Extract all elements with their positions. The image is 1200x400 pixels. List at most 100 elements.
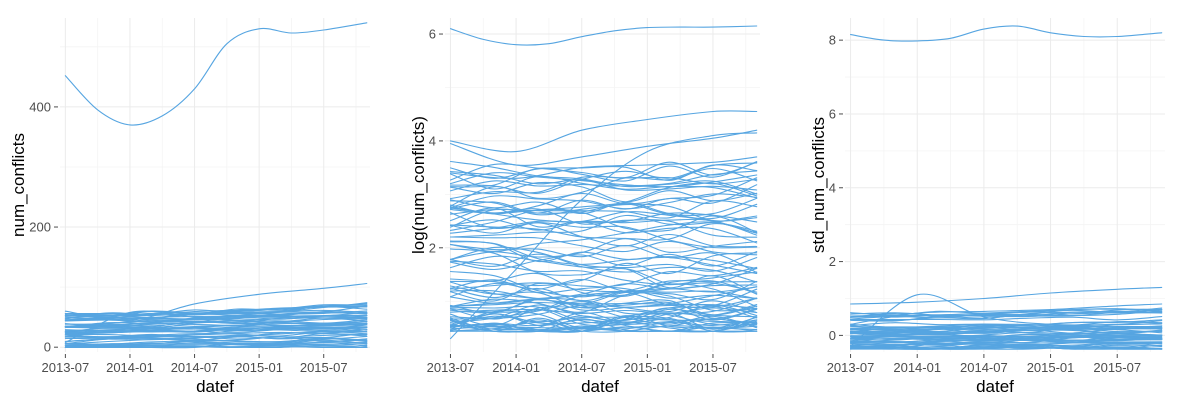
series-line (449, 322, 758, 333)
series-line (449, 197, 758, 228)
x-axis-title-panel-2: datef (581, 377, 619, 396)
panel-num-conflicts: 2013-07 2014-01 2014-07 2015-01 2015-07 0 200 4… (9, 18, 370, 396)
series-line (850, 25, 1163, 42)
series-line (850, 338, 1163, 342)
y-tick-label: 4 (429, 133, 436, 148)
x-tick-label: 2014-07 (558, 360, 606, 375)
series-line (449, 318, 758, 332)
x-axis-title-panel-3: datef (976, 377, 1014, 396)
series-line (850, 325, 1163, 333)
lines-panel-1 (64, 22, 368, 349)
series-line (449, 286, 758, 314)
series-line (64, 317, 368, 328)
series-line (449, 156, 758, 179)
lines-panel-2 (449, 25, 758, 340)
series-line (64, 311, 368, 328)
y-axis-title-panel-2: log(num_conflicts) (409, 116, 428, 254)
x-tick-label: 2015-07 (689, 360, 737, 375)
series-line (850, 293, 1163, 348)
y-axis-title-panel-1: num_conflicts (9, 133, 28, 237)
series-line (449, 307, 758, 325)
y-axis-title-panel-3: std_num_conflicts (809, 117, 828, 253)
series-line (449, 218, 758, 236)
series-line (449, 246, 758, 272)
series-line (64, 302, 368, 328)
x-tick-label: 2014-01 (106, 360, 154, 375)
x-tick-label: 2014-01 (893, 360, 941, 375)
series-line (850, 333, 1163, 340)
series-line (449, 267, 758, 298)
y-tick-label: 0 (44, 340, 51, 355)
series-line (449, 170, 758, 192)
series-line (64, 310, 368, 343)
x-tick-label: 2015-07 (300, 360, 348, 375)
series-line (850, 316, 1163, 321)
panel-log-num-conflicts: 2013-07 2014-01 2014-07 2015-01 2015-07 2 4 6 d… (409, 18, 760, 396)
series-line (449, 303, 758, 332)
series-line (449, 241, 758, 270)
series-line (850, 328, 1163, 336)
series-line (449, 282, 758, 300)
series-line (449, 132, 758, 340)
x-tick-label: 2014-07 (171, 360, 219, 375)
series-line (449, 297, 758, 320)
series-line (449, 317, 758, 333)
series-line (850, 286, 1163, 305)
series-line (449, 270, 758, 309)
x-tick-label: 2013-07 (827, 360, 875, 375)
panel-std-num-conflicts: 2013-07 2014-01 2014-07 2015-01 2015-07 0 2 4 6 8… (809, 18, 1165, 396)
series-line (850, 341, 1163, 348)
y-tick-label: 2 (829, 254, 836, 269)
ticks-panel-2: 2013-07 2014-01 2014-07 2015-01 2015-07 2 4 6 (427, 27, 737, 375)
y-tick-label: 4 (829, 180, 836, 195)
y-tick-label: 6 (829, 106, 836, 121)
series-line (449, 301, 758, 329)
series-line (449, 251, 758, 271)
x-tick-label: 2015-07 (1093, 360, 1141, 375)
grid-panel-3 (845, 18, 1165, 352)
series-line (850, 310, 1163, 320)
y-tick-label: 6 (429, 27, 436, 42)
series-line (449, 212, 758, 234)
ticks-panel-3: 2013-07 2014-01 2014-07 2015-01 2015-07 0 2 4 6 8 (827, 33, 1141, 375)
series-line (64, 339, 368, 348)
series-line (449, 238, 758, 260)
y-tick-label: 0 (829, 328, 836, 343)
series-line (449, 240, 758, 275)
series-line (449, 272, 758, 308)
series-line (850, 323, 1163, 330)
x-tick-label: 2013-07 (427, 360, 475, 375)
x-tick-label: 2015-01 (1027, 360, 1075, 375)
series-line (449, 244, 758, 274)
series-line (449, 221, 758, 252)
x-tick-label: 2015-01 (235, 360, 283, 375)
series-line (449, 110, 758, 153)
series-line (449, 303, 758, 319)
series-line (64, 22, 368, 126)
series-line (449, 200, 758, 231)
x-axis-title-panel-1: datef (196, 377, 234, 396)
y-tick-label: 200 (29, 220, 51, 235)
series-line (64, 305, 368, 315)
x-tick-label: 2015-01 (623, 360, 671, 375)
series-line (449, 280, 758, 302)
series-line (449, 161, 758, 181)
series-line (449, 173, 758, 199)
series-line (850, 303, 1163, 325)
series-line (449, 207, 758, 244)
series-line (449, 193, 758, 210)
ticks-panel-1: 2013-07 2014-01 2014-07 2015-01 2015-07 0 200 4… (29, 99, 347, 375)
series-line (850, 307, 1163, 316)
series-line (449, 236, 758, 256)
series-line (449, 288, 758, 327)
series-line (449, 161, 758, 188)
series-line (64, 326, 368, 333)
x-tick-label: 2014-01 (492, 360, 540, 375)
series-line (449, 184, 758, 214)
series-line (449, 181, 758, 203)
x-tick-label: 2013-07 (42, 360, 90, 375)
y-tick-label: 2 (429, 240, 436, 255)
series-line (449, 281, 758, 312)
series-line (64, 282, 368, 321)
